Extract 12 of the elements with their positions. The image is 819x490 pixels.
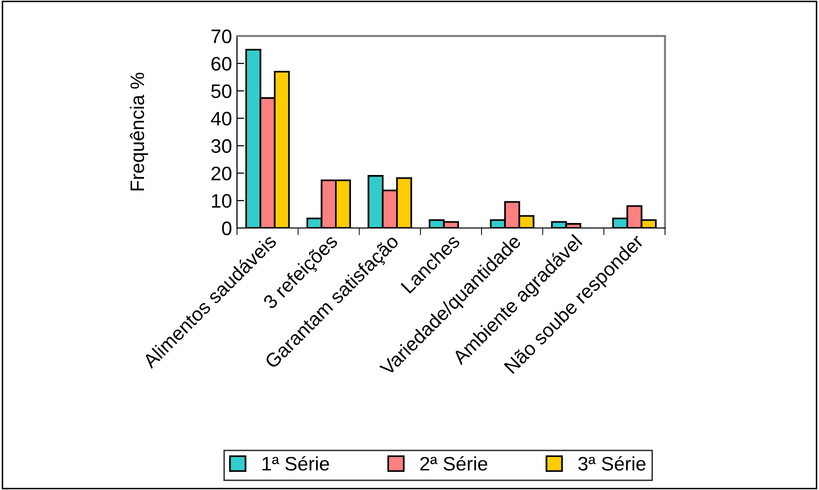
legend-label: 2ª Série (420, 456, 488, 471)
y-tick-label: 60 (212, 56, 232, 71)
y-tick-label: 20 (211, 166, 232, 180)
y-tick-label: 40 (210, 112, 232, 126)
y-tick-label: 30 (211, 139, 232, 153)
y-axis-title: Frequência % (130, 72, 148, 190)
y-tick-label: 70 (212, 29, 232, 44)
legend-label: 3ª Série (578, 456, 646, 471)
legend-label: 1ª Série (262, 456, 330, 471)
y-tick-label: 0 (222, 221, 232, 236)
y-tick-label: 50 (211, 84, 232, 98)
y-tick-label: 10 (212, 194, 232, 208)
